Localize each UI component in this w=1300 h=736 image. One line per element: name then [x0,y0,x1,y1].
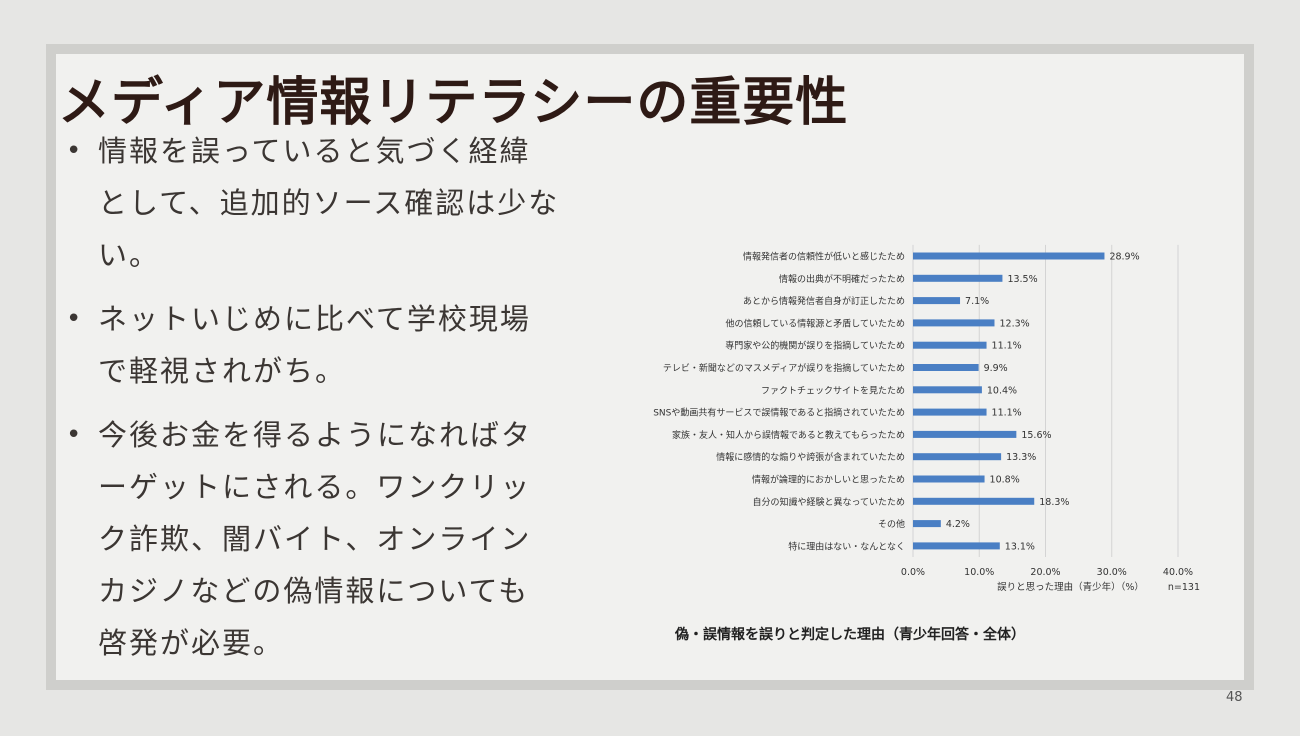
bar [913,364,979,371]
bar [913,408,987,416]
bar [913,542,1000,550]
value-label: 4.2% [946,519,970,530]
category-label: 情報に感情的な煽りや誇張が含まれていたため [716,451,905,463]
value-label: 11.1% [992,341,1022,352]
value-label: 13.5% [1007,274,1037,285]
bullet-marker: • [66,420,84,450]
bullet-item: • 今後お金を得るようになればターゲットにされる。ワンクリック詐欺、闇バイト、オ… [60,409,560,669]
x-tick-label: 0.0% [901,567,925,578]
page-number: 48 [1226,690,1243,705]
bar [913,252,1105,260]
bar [913,341,987,349]
value-label: 11.1% [992,408,1022,419]
category-label: 情報発信者の信頼性が低いと感じたため [743,251,905,263]
bullet-list: • 情報を誤っていると気づく経緯として、追加的ソース確認は少ない。 • ネットい… [60,125,560,681]
value-label: 18.3% [1039,497,1069,508]
value-label: 13.3% [1006,452,1036,463]
bar [913,453,1002,461]
bullet-item: • ネットいじめに比べて学校現場で軽視されがち。 [60,293,560,397]
bar-chart: 0.0% 10.0% 20.0% 30.0% 40.0% 情報発信者の信頼性が低いと感じた… [560,200,1210,620]
category-label: あとから情報発信者自身が訂正したため [743,295,905,307]
bar [913,520,941,528]
category-label: 専門家や公的機関が誤りを指摘していたため [725,340,905,352]
category-label: 他の信頼している情報源と矛盾していたため [726,317,905,329]
bar [913,319,995,327]
value-label: 28.9% [1109,252,1139,263]
value-label: 9.9% [984,363,1008,374]
bullet-marker: • [66,304,84,334]
x-tick-label: 30.0% [1097,567,1127,578]
bar [913,475,985,483]
bar [913,274,1003,282]
value-label: 12.3% [999,318,1029,329]
sample-size-label: n=131 [1168,582,1200,593]
category-label: 特に理由はない・なんとなく [788,540,905,552]
value-label: 7.1% [965,296,989,307]
value-label: 15.6% [1021,430,1051,441]
category-label: その他 [878,518,905,530]
bullet-item: • 情報を誤っていると気づく経緯として、追加的ソース確認は少ない。 [60,125,560,281]
bar [913,497,1035,505]
value-label: 13.1% [1005,541,1035,552]
bullet-marker: • [66,136,84,166]
x-tick-label: 10.0% [964,567,994,578]
x-tick-label: 20.0% [1030,567,1060,578]
x-axis-label: 誤りと思った理由（青少年）（%） [997,581,1144,593]
chart-caption: 偽・誤情報を誤りと判定した理由（青少年回答・全体） [675,627,1025,643]
category-label: 自分の知識や経験と異なっていたため [752,496,905,508]
category-label: 家族・友人・知人から誤情報であると教えてもらったため [672,429,905,441]
chart-svg: 0.0% 10.0% 20.0% 30.0% 40.0% 情報発信者の信頼性が低いと感じた… [653,244,1200,593]
bullet-text: ネットいじめに比べて学校現場で軽視されがち。 [98,302,531,388]
slide-title: メディア情報リテラシーの重要性 [58,73,849,133]
value-label: 10.4% [987,385,1017,396]
value-label: 10.8% [990,475,1020,486]
category-label: 情報が論理的におかしいと思ったため [752,474,905,486]
bar [913,297,961,305]
category-label: ファクトチェックサイトを見たため [761,385,905,396]
bar [913,430,1017,438]
bullet-text: 情報を誤っていると気づく経緯として、追加的ソース確認は少ない。 [98,134,560,272]
bar [913,386,982,394]
x-tick-label: 40.0% [1163,567,1193,578]
slide-frame [46,44,1254,690]
bullet-text: 今後お金を得るようになればターゲットにされる。ワンクリック詐欺、闇バイト、オンラ… [98,418,533,660]
category-label: テレビ・新聞などのマスメディアが誤りを指摘していたため [663,362,905,374]
category-label: SNSや動画共有サービスで誤情報であると指摘されていたため [653,407,905,419]
category-label: 情報の出典が不明確だったため [779,273,905,285]
